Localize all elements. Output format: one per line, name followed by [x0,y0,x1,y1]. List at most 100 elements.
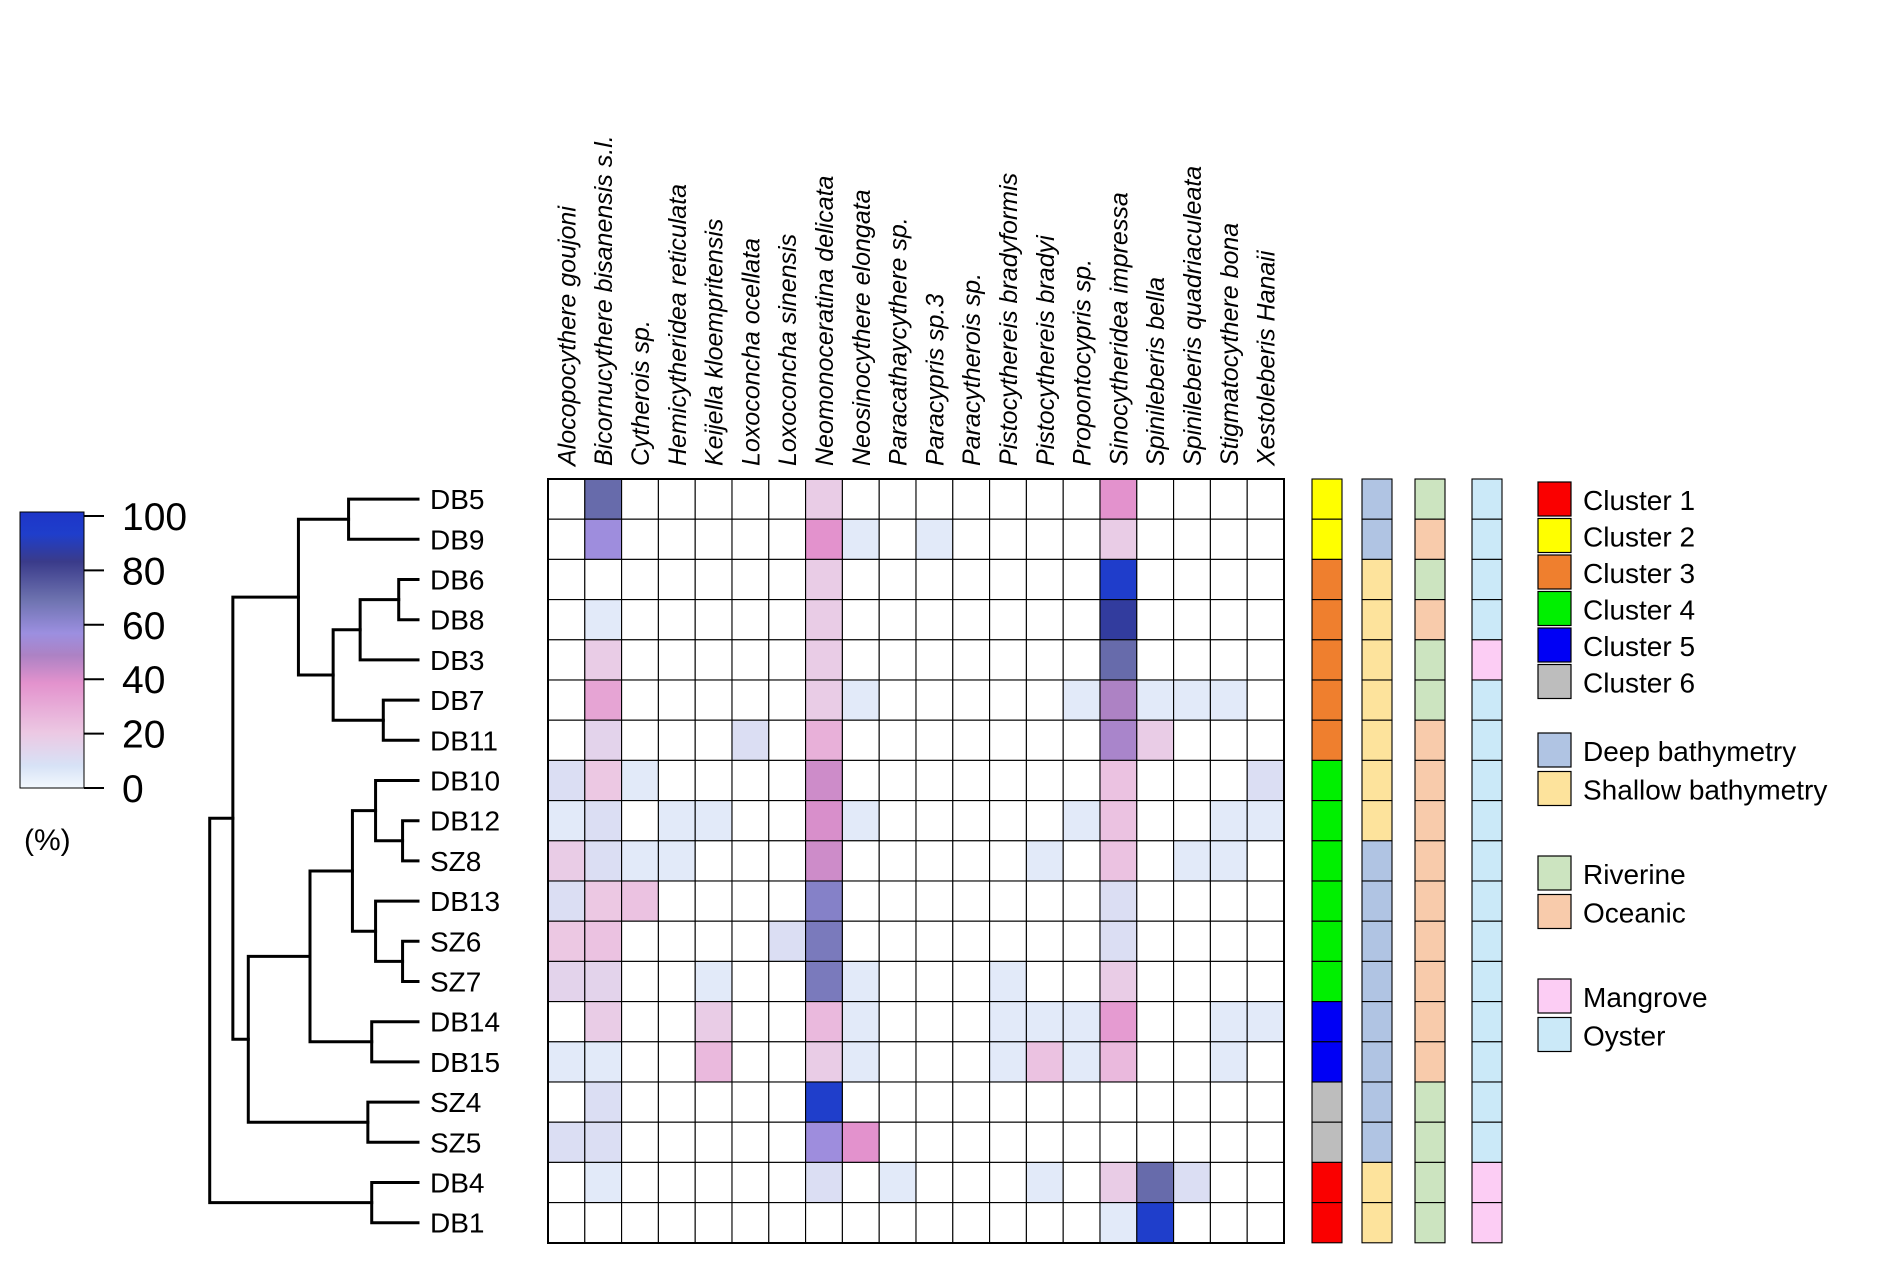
heat-cell [1209,1161,1248,1204]
heat-cell [768,1001,807,1043]
heat-cell [805,679,843,721]
heat-cell [657,639,696,681]
heat-cell [1246,518,1285,560]
column-label: Sinocytheridea impressa [1105,192,1133,466]
heat-cell [1025,1001,1064,1043]
heat-cell [1173,920,1211,962]
heat-cell [1136,639,1175,681]
habitat-strip-cell [1471,1161,1503,1204]
heat-cell [805,880,843,922]
heat-cell [731,1202,770,1244]
color-scale-tick-label: 80 [122,550,165,593]
heat-cell [657,1161,696,1204]
heat-cell [1062,1041,1101,1083]
dendrogram-branch [350,809,378,933]
heat-cell [1025,1041,1064,1083]
heat-cell [621,800,659,842]
heat-cell [1173,1161,1211,1204]
heat-cell [1209,840,1248,882]
heat-cell [768,599,807,641]
influence-strip-cell [1414,478,1446,520]
heat-cell [1173,599,1211,641]
heat-cell [694,880,733,922]
heat-cell [1136,1081,1175,1123]
heat-cell [657,1001,696,1043]
influence-strip-cell [1414,1041,1446,1083]
legend: Cluster 1 Cluster 2 Cluster 3 Cluster 4 Clus… [1537,481,1827,1053]
dendrogram-branch [381,698,420,742]
color-scale: 0 20 40 60 80 100 (%) [19,496,187,857]
heat-cell [768,960,807,1003]
heat-cell [1246,840,1285,882]
heat-cell [1246,1161,1285,1204]
heat-cell [694,800,733,842]
heat-cell [584,679,623,721]
heat-cell [1062,1202,1101,1244]
heat-cell [841,478,880,520]
heat-cell [952,1081,991,1123]
heat-cell [1099,1161,1138,1204]
heat-cell [1136,800,1175,842]
heat-cell [915,1041,954,1083]
heat-cell [989,1161,1027,1204]
heat-cell [1099,478,1138,520]
heat-cell [915,558,954,601]
heat-cell [1136,1001,1175,1043]
heat-cell [915,1161,954,1204]
heat-cell [952,759,991,802]
cluster-strip-cell [1311,759,1343,802]
heat-cell [841,558,880,601]
influence-strip-cell [1414,880,1446,922]
row-label: SZ5 [430,1127,481,1158]
cluster-strip-cell [1311,1041,1343,1083]
heat-cell [1136,1041,1175,1083]
heat-cell [731,759,770,802]
color-scale-ticks: 0 20 40 60 80 100 [84,496,187,811]
dendrogram [208,497,420,1225]
heat-cell [657,800,696,842]
heat-cell [952,920,991,962]
heat-cell [1025,518,1064,560]
legend-label: Shallow bathymetry [1583,775,1827,806]
heat-cell [694,759,733,802]
heat-cell [547,639,586,681]
heat-cell [1025,679,1064,721]
row-label: DB8 [430,605,484,636]
color-scale-tick-label: 0 [122,768,144,811]
heat-cell [841,1081,880,1123]
heat-cell [694,1121,733,1163]
heat-cell [657,478,696,520]
heat-cell [694,1041,733,1083]
heat-cell [1173,800,1211,842]
heat-cell [989,1202,1027,1244]
heat-cell [878,1081,917,1123]
heat-cell [878,1121,917,1163]
heat-cell [657,880,696,922]
heat-cell [1062,558,1101,601]
heat-cell [1062,840,1101,882]
heat-cell [694,599,733,641]
influence-strip-cell [1414,960,1446,1003]
heat-cell [1025,639,1064,681]
heat-cell [989,1041,1027,1083]
heat-cell [621,1161,659,1204]
habitat-strip-cell [1471,1202,1503,1244]
heat-cell [1246,920,1285,962]
heat-cell [989,679,1027,721]
heat-cell [805,1041,843,1083]
bathymetry-strip-cell [1361,639,1393,681]
heat-cell [989,800,1027,842]
heatmap-cells [547,478,1285,1244]
heat-cell [768,1081,807,1123]
heat-cell [841,639,880,681]
heat-cell [547,679,586,721]
row-labels: DB5 DB9 DB6 DB8 DB3 DB7 DB11 DB10 DB12 SZ8 DB13 SZ6… [430,484,500,1239]
heat-cell [768,1041,807,1083]
column-label: Hemicytherideа reticulata [664,184,692,466]
color-scale-unit: (%) [24,824,71,857]
heat-cell [989,518,1027,560]
heat-cell [878,558,917,601]
heat-cell [1025,719,1064,761]
habitat-strip-cell [1471,719,1503,761]
heat-cell [1099,1001,1138,1043]
